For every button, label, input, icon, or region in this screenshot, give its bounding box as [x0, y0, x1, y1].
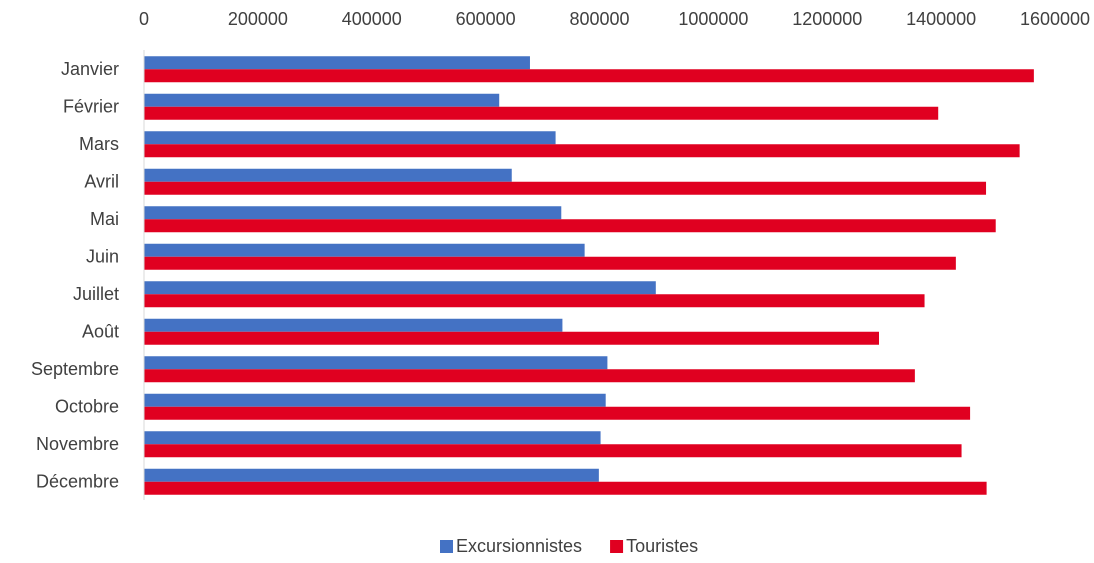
- legend-swatch: [440, 540, 453, 553]
- legend-label: Touristes: [626, 536, 698, 556]
- category-label: Juin: [86, 246, 119, 266]
- bars: [144, 56, 1034, 495]
- bar-touristes-avril: [144, 181, 987, 195]
- bar-excursionnistes-mars: [144, 131, 556, 145]
- category-label: Décembre: [36, 471, 119, 491]
- bar-excursionnistes-août: [144, 318, 563, 332]
- x-tick-label: 1600000: [1020, 9, 1090, 29]
- legend-swatch: [610, 540, 624, 553]
- bar-excursionnistes-mai: [144, 206, 562, 220]
- category-label: Mai: [90, 209, 119, 229]
- x-tick-label: 1400000: [906, 9, 976, 29]
- bar-touristes-juillet: [144, 294, 925, 308]
- bar-touristes-mars: [144, 144, 1020, 158]
- category-label: Mars: [79, 134, 119, 154]
- bar-touristes-juin: [144, 256, 956, 270]
- bar-touristes-septembre: [144, 369, 915, 383]
- bar-excursionnistes-décembre: [144, 468, 599, 482]
- bar-touristes-novembre: [144, 444, 962, 458]
- bar-touristes-décembre: [144, 481, 987, 495]
- bar-touristes-octobre: [144, 406, 971, 420]
- bar-excursionnistes-juillet: [144, 281, 656, 295]
- category-labels: Janvier Février Mars Avril Mai Juin Juillet Aoû…: [31, 59, 119, 492]
- category-label: Février: [63, 96, 119, 116]
- x-tick-label: 800000: [569, 9, 629, 29]
- bar-excursionnistes-septembre: [144, 356, 608, 370]
- bar-excursionnistes-novembre: [144, 431, 601, 445]
- x-tick-label: 600000: [456, 9, 516, 29]
- category-label: Janvier: [61, 59, 119, 79]
- bar-touristes-janvier: [144, 69, 1034, 83]
- bar-excursionnistes-février: [144, 93, 500, 107]
- x-axis-ticks: 0 200000 400000 600000 800000 1000000 1200000 1…: [139, 9, 1090, 29]
- category-label: Août: [82, 321, 119, 341]
- bar-touristes-mai: [144, 219, 996, 233]
- category-label: Avril: [84, 171, 119, 191]
- category-label: Juillet: [73, 284, 119, 304]
- x-tick-label: 400000: [342, 9, 402, 29]
- bar-excursionnistes-avril: [144, 168, 512, 182]
- category-label: Octobre: [55, 396, 119, 416]
- legend-label: Excursionnistes: [456, 536, 582, 556]
- bar-touristes-février: [144, 106, 939, 120]
- bar-excursionnistes-juin: [144, 243, 585, 257]
- bar-excursionnistes-octobre: [144, 393, 606, 407]
- bar-excursionnistes-janvier: [144, 56, 530, 70]
- x-tick-label: 1200000: [792, 9, 862, 29]
- x-tick-label: 1000000: [678, 9, 748, 29]
- legend: Excursionnistes Touristes: [440, 536, 698, 556]
- x-tick-label: 0: [139, 9, 149, 29]
- category-label: Septembre: [31, 359, 119, 379]
- bar-touristes-août: [144, 331, 879, 345]
- category-label: Novembre: [36, 434, 119, 454]
- x-tick-label: 200000: [228, 9, 288, 29]
